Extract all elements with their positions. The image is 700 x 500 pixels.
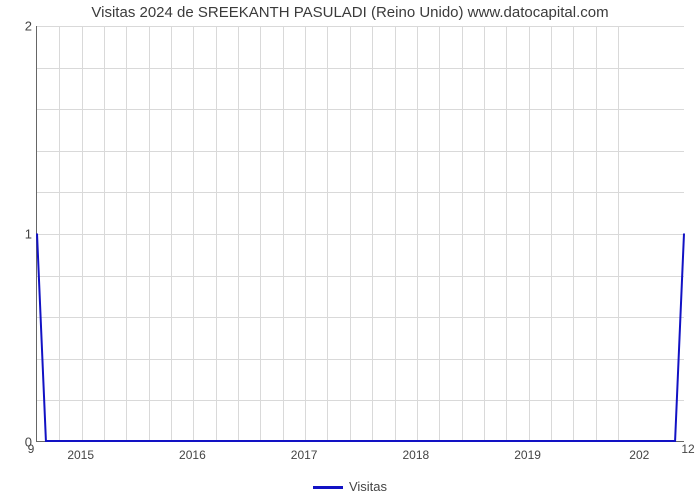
secondary-label-right: 12 (681, 442, 694, 456)
legend-label: Visitas (349, 479, 387, 494)
y-tick-label: 2 (4, 19, 32, 34)
x-tick-label: 2015 (67, 448, 94, 462)
x-tick-label: 2017 (291, 448, 318, 462)
secondary-label-left: 9 (28, 442, 35, 456)
legend: Visitas (0, 479, 700, 494)
x-tick-label: 2019 (514, 448, 541, 462)
data-line (37, 26, 684, 441)
chart-title: Visitas 2024 de SREEKANTH PASULADI (Rein… (0, 4, 700, 21)
x-tick-label: 202 (629, 448, 649, 462)
legend-swatch (313, 486, 343, 489)
x-tick-label: 2018 (403, 448, 430, 462)
x-tick-label: 2016 (179, 448, 206, 462)
plot-area (36, 26, 684, 442)
chart-container: Visitas 2024 de SREEKANTH PASULADI (Rein… (0, 0, 700, 500)
y-tick-label: 1 (4, 227, 32, 242)
